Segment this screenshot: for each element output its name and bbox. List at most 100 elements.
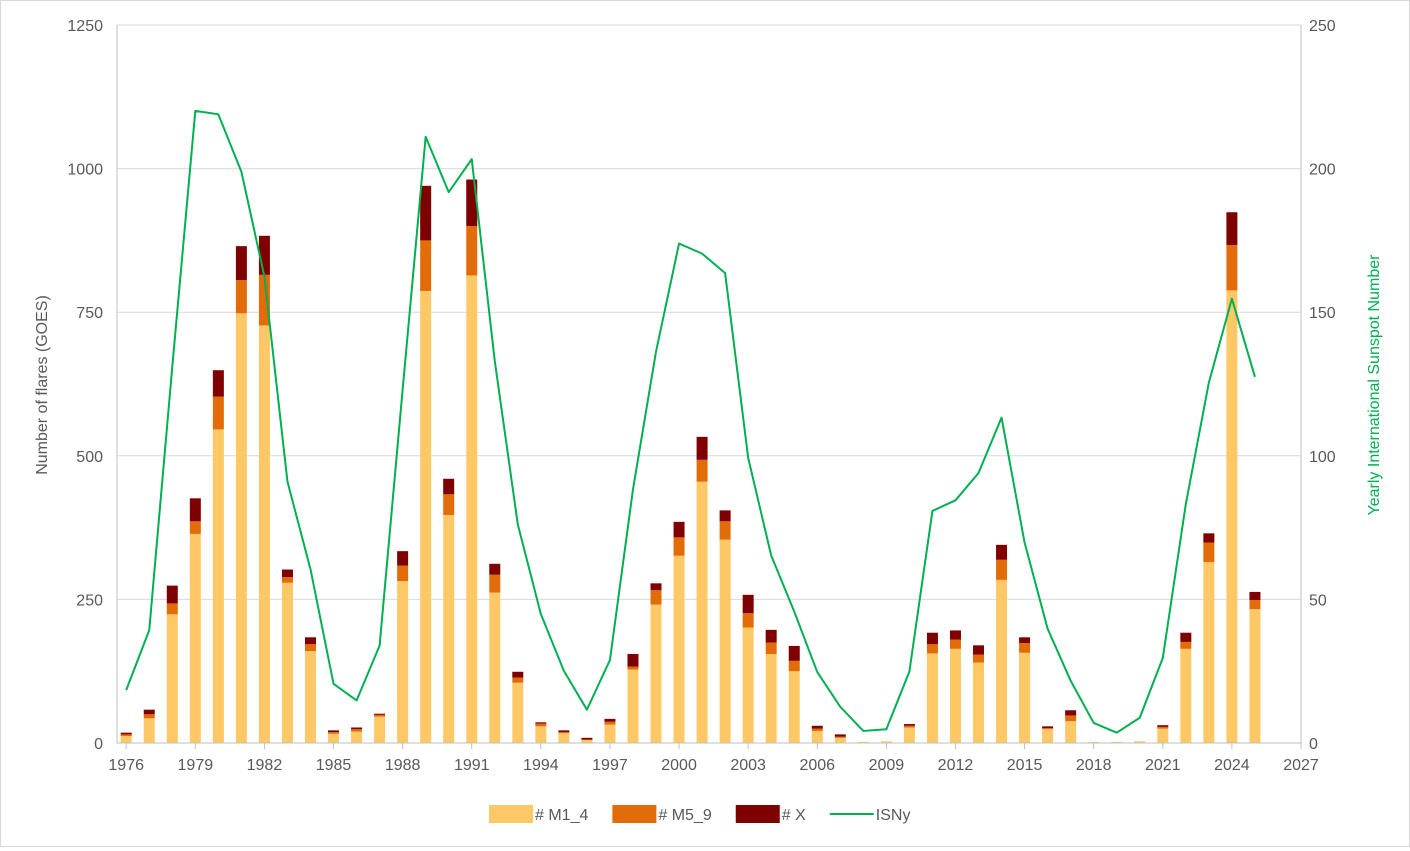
bar-segment [1226,290,1238,743]
bar-segment [120,732,132,735]
bar-segment [351,729,363,732]
legend-label: ISNy [876,807,911,824]
bar-segment [926,653,938,743]
bar-segment [535,722,547,724]
bar-segment [1134,741,1146,743]
bar-segment [281,569,293,577]
bar-segment [466,275,478,743]
bar-segment [1019,643,1031,653]
bar-segment [281,582,293,743]
x-tick-label: 2015 [1007,757,1043,774]
bar-segment [420,185,432,241]
bar-segment [742,627,754,743]
bar-segment [627,653,639,667]
bar-segment [489,574,501,593]
y2-tick-label: 50 [1309,592,1327,609]
bar-segment [558,730,570,733]
bar-segment [903,725,915,728]
x-tick-label: 2012 [938,757,974,774]
bar-segment [281,577,293,583]
bar-segment [996,579,1008,743]
bar-segment [374,714,386,717]
bar-segment [304,637,316,645]
bar-segment [258,325,270,743]
y2-tick-label: 200 [1309,162,1336,179]
bar-segment [212,429,224,743]
bar-segment [903,724,915,726]
bar-segment [996,559,1008,580]
x-tick-label: 2003 [730,757,766,774]
x-tick-label: 1997 [592,757,628,774]
legend-swatch [489,805,533,823]
bar-segment [719,539,731,743]
bar-segment [581,739,593,741]
bar-segment [926,644,938,654]
x-tick-label: 1988 [385,757,421,774]
bar-segment [443,494,455,515]
y-tick-label: 1000 [67,162,103,179]
bar-segment [1180,648,1192,743]
bar-segment [466,179,478,227]
bar-segment [1157,725,1169,727]
bar-segment [558,733,570,743]
bar-segment [489,592,501,743]
x-tick-label: 1982 [247,757,283,774]
bar-segment [235,246,247,281]
legend-swatch [612,805,657,823]
y2-tick-label: 100 [1309,449,1336,466]
x-tick-label: 1994 [523,757,559,774]
bar-segment [1019,652,1031,743]
y-tick-label: 750 [76,305,103,322]
bar-segment [742,594,754,614]
bar-segment [328,730,340,733]
bar-segment [1111,741,1123,743]
bar-segment [765,642,777,654]
legend: # M1_4 # M5_9 # X ISNy [489,805,910,824]
legend-label: # X [782,807,806,824]
bar-segment [212,370,224,397]
bar-segment [120,734,132,737]
bar-segment [351,727,363,730]
bar-segment [1226,245,1238,291]
bar-segment [235,313,247,743]
tick-labels: 0 250 500 750 1000 1250 0 50 100 150 200 250 1976 197… [67,18,1335,774]
bar-segment [604,721,616,725]
bar-segment [489,563,501,575]
bar-segment [443,478,455,495]
bar-segment [535,723,547,727]
bar-segment [949,648,961,743]
bar-segment [420,290,432,743]
bar-segment [673,521,685,538]
bar-segment [166,614,178,743]
isn-line [125,109,1256,734]
y-tick-label: 250 [76,592,103,609]
bar-segment [1249,591,1261,600]
bar-segment [1042,729,1054,743]
bar-segment [1180,641,1192,649]
bar-segment [143,709,155,715]
legend-label: # M1_4 [535,807,588,824]
bar-segment [304,644,316,652]
bar-segment [443,514,455,743]
bar-segment [973,654,985,663]
bar-segment [949,630,961,640]
bar-segment [581,740,593,743]
bar-segment [397,581,409,743]
isn-line-layer [125,109,1256,734]
bar-segment [811,725,823,729]
bar-segment [696,481,708,743]
bar-segment [212,396,224,430]
x-tick-label: 2000 [661,757,697,774]
bar-segment [834,737,846,743]
bar-segment [189,521,201,534]
x-tick-label: 1991 [454,757,490,774]
bar-segment [650,583,662,591]
bar-segment [926,632,938,645]
y-tick-label: 1250 [67,18,103,35]
bar-segment [1203,533,1215,543]
bar-segment [581,737,593,740]
bar-segment [1249,609,1261,743]
bar-segment [742,613,754,628]
x-tick-label: 2027 [1283,757,1319,774]
